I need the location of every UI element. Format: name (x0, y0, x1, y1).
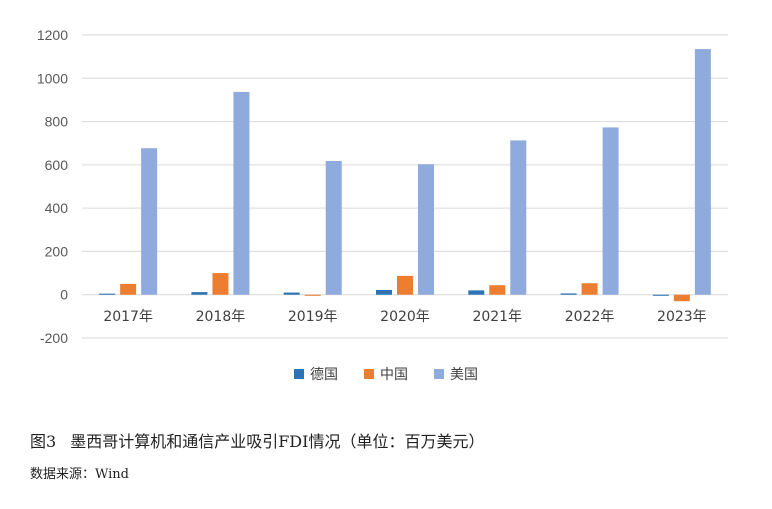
y-tick-label: 1200 (37, 27, 68, 43)
legend-label: 美国 (450, 367, 478, 383)
legend-item: 美国 (434, 364, 478, 384)
bar (397, 275, 413, 295)
y-tick-label: 800 (45, 114, 69, 130)
bar (376, 289, 392, 295)
bar (418, 164, 434, 295)
x-tick-label: 2023年 (657, 309, 707, 325)
bar (560, 293, 577, 295)
bar (602, 127, 619, 295)
x-tick-label: 2022年 (565, 309, 615, 325)
bar-chart: 1200 1000 800 600 400 200 0 -200 2017年 2018年 2019… (37, 27, 728, 346)
x-tick-label: 2019年 (288, 309, 338, 325)
legend-item: 中国 (364, 364, 408, 384)
gridlines (82, 34, 728, 339)
bar (233, 91, 250, 295)
x-tick-label: 2020年 (380, 309, 430, 325)
bar (141, 148, 158, 295)
x-tick-label: 2018年 (196, 309, 246, 325)
bar (468, 290, 485, 295)
bar (120, 283, 137, 295)
bars (99, 49, 711, 302)
y-tick-label: 600 (45, 157, 69, 173)
legend-swatch (294, 369, 304, 379)
legend-label: 德国 (310, 367, 338, 383)
legend-swatch (364, 369, 374, 379)
data-source: 数据来源：Wind (30, 467, 129, 482)
figure-caption: 图3 墨西哥计算机和通信产业吸引FDI情况（单位：百万美元） (30, 428, 484, 452)
bar (191, 292, 208, 295)
y-tick-label: 200 (45, 243, 69, 259)
figure-label: 图3 (30, 432, 57, 451)
bar (673, 294, 690, 302)
y-axis-ticks: 1200 1000 800 600 400 200 0 -200 (37, 27, 68, 346)
bar (283, 292, 300, 295)
y-tick-label: 0 (60, 287, 68, 303)
bar (489, 285, 506, 295)
legend-swatch (434, 369, 444, 379)
bar (99, 293, 116, 295)
y-tick-label: 1000 (37, 70, 68, 86)
bar (510, 140, 527, 295)
x-tick-label: 2017年 (103, 309, 153, 325)
y-tick-label: -200 (40, 330, 68, 346)
legend-label: 中国 (380, 367, 408, 383)
legend: 德国 中国 美国 (0, 364, 772, 384)
bar (652, 294, 669, 296)
y-tick-label: 400 (45, 200, 69, 216)
bar (694, 49, 711, 295)
legend-item: 德国 (294, 364, 338, 384)
x-axis-ticks: 2017年 2018年 2019年 2020年 2021年 2022年 2023年 (103, 309, 706, 325)
bar (212, 273, 229, 295)
x-tick-label: 2021年 (472, 309, 522, 325)
figure-title: 墨西哥计算机和通信产业吸引FDI情况（单位：百万美元） (70, 432, 485, 451)
bar (581, 283, 598, 295)
bar (304, 294, 321, 296)
bar (325, 160, 342, 295)
